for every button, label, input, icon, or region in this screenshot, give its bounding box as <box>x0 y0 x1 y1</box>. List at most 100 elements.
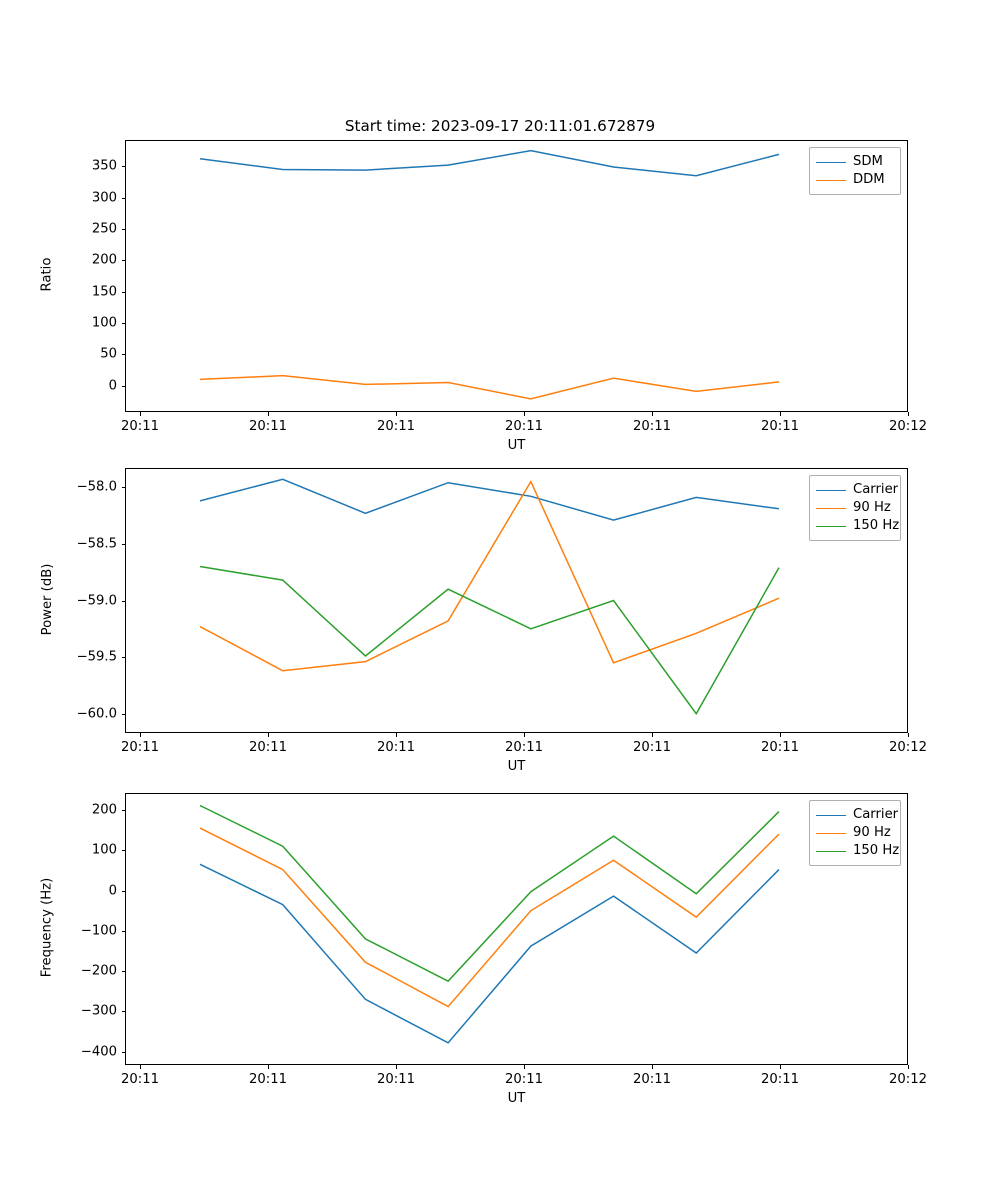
y-axis-label: Ratio <box>39 257 55 292</box>
y-tick-mark <box>121 228 125 230</box>
x-tick-label: 20:12 <box>888 740 928 755</box>
y-tick-mark <box>121 166 125 168</box>
series-line <box>199 565 780 716</box>
legend: SDM DDM <box>809 147 901 195</box>
y-tick-label: 100 <box>91 842 117 858</box>
series-line <box>199 863 780 1044</box>
plot-lines-power <box>199 478 780 716</box>
x-tick-mark <box>780 1065 781 1069</box>
y-tick-label: −59.0 <box>76 593 117 608</box>
y-tick-mark <box>121 354 125 356</box>
legend-entry: 150 Hz <box>816 517 899 535</box>
x-tick-mark <box>524 412 525 416</box>
y-tick-label: 0 <box>108 883 117 899</box>
legend: Carrier 90 Hz 150 Hz <box>809 475 901 541</box>
y-tick-label: −200 <box>80 963 117 979</box>
legend-color-swatch <box>816 850 846 852</box>
y-tick-label: 350 <box>91 158 117 174</box>
y-tick-label: 300 <box>91 190 117 206</box>
x-tick-mark <box>268 733 269 737</box>
legend-entry: 90 Hz <box>816 499 894 517</box>
x-tick-label: 20:11 <box>632 740 672 755</box>
legend-label: 150 Hz <box>853 518 900 534</box>
legend-color-swatch <box>816 179 846 181</box>
x-tick-mark <box>652 412 653 416</box>
y-tick-mark <box>121 809 125 811</box>
x-tick-label: 20:11 <box>376 740 416 755</box>
axes-frame-power <box>125 468 908 733</box>
legend-color-swatch <box>816 489 846 491</box>
x-tick-mark <box>140 1065 141 1069</box>
x-tick-mark <box>396 1065 397 1069</box>
series-line <box>199 478 780 521</box>
legend-label: 150 Hz <box>853 843 900 859</box>
x-tick-mark <box>652 733 653 737</box>
x-tick-label: 20:11 <box>760 1072 800 1087</box>
y-tick-mark <box>121 197 125 199</box>
legend-label: Carrier <box>853 807 899 823</box>
x-tick-mark <box>396 412 397 416</box>
x-tick-label: 20:11 <box>504 419 544 434</box>
legend-entry: 90 Hz <box>816 824 894 842</box>
y-tick-mark <box>121 323 125 324</box>
x-tick-label: 20:12 <box>888 1072 928 1087</box>
y-tick-label: 200 <box>91 252 117 268</box>
x-tick-mark <box>780 412 781 416</box>
x-tick-label: 20:11 <box>504 1072 544 1087</box>
subplot-ratio <box>125 140 908 412</box>
x-tick-mark <box>908 412 909 416</box>
x-axis-label: UT <box>507 1091 526 1106</box>
y-tick-mark <box>121 850 125 852</box>
axes-frame-frequency <box>125 793 908 1065</box>
x-tick-mark <box>652 1065 653 1069</box>
legend-label: 90 Hz <box>853 825 891 841</box>
y-tick-mark <box>121 600 125 602</box>
figure-title: Start time: 2023-09-17 20:11:01.672879 <box>344 117 656 135</box>
x-tick-label: 20:12 <box>888 419 928 434</box>
legend-label: SDM <box>853 154 883 170</box>
x-tick-label: 20:11 <box>248 419 288 434</box>
y-tick-label: −60.0 <box>76 706 117 722</box>
y-tick-label: 250 <box>91 221 117 237</box>
series-line <box>199 149 780 177</box>
y-tick-label: 100 <box>91 315 117 331</box>
plot-lines-frequency <box>199 804 780 1044</box>
legend-entry: Carrier <box>816 481 898 499</box>
x-tick-label: 20:11 <box>120 740 160 755</box>
x-tick-mark <box>140 412 141 416</box>
series-line <box>199 374 780 400</box>
y-tick-mark <box>121 385 125 387</box>
y-tick-label: −58.0 <box>76 479 117 495</box>
series-line <box>199 479 780 672</box>
plot-lines-ratio <box>199 149 780 400</box>
y-tick-mark <box>121 487 125 489</box>
y-tick-label: −300 <box>80 1003 117 1019</box>
y-tick-mark <box>121 1051 125 1053</box>
legend-label: DDM <box>853 172 885 188</box>
x-tick-mark <box>524 733 525 737</box>
x-tick-label: 20:11 <box>120 419 160 434</box>
y-tick-mark <box>121 890 125 892</box>
legend-entry: SDM <box>816 153 894 171</box>
axes-frame-ratio <box>125 140 908 412</box>
legend-color-swatch <box>816 832 846 834</box>
y-tick-label: −58.5 <box>76 536 117 552</box>
y-tick-label: −59.5 <box>76 649 117 665</box>
legend-entry: 150 Hz <box>816 842 899 860</box>
series-line <box>199 804 780 983</box>
x-tick-mark <box>140 733 141 737</box>
y-tick-mark <box>121 543 125 545</box>
series-line <box>199 827 780 1008</box>
y-tick-mark <box>121 971 125 973</box>
subplot-frequency <box>125 793 908 1065</box>
x-tick-label: 20:11 <box>504 740 544 755</box>
y-tick-label: 150 <box>91 284 117 300</box>
y-tick-mark <box>121 713 125 715</box>
legend-entry: Carrier <box>816 806 898 824</box>
legend-entry: DDM <box>816 171 894 189</box>
x-tick-label: 20:11 <box>376 419 416 434</box>
legend-color-swatch <box>816 814 846 816</box>
legend: Carrier 90 Hz 150 Hz <box>809 800 901 866</box>
x-tick-label: 20:11 <box>248 1072 288 1087</box>
